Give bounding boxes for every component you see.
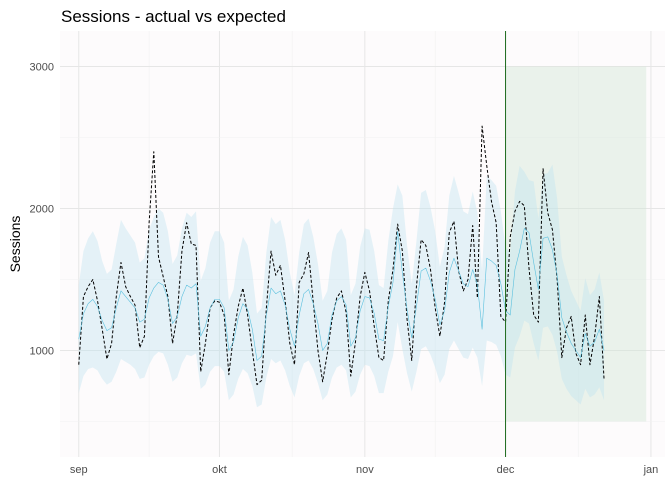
highlight-rect bbox=[505, 66, 647, 422]
series-lines bbox=[78, 125, 605, 386]
x-tick-label: okt bbox=[212, 464, 227, 476]
y-axis-ticks: 1000 2000 3000 bbox=[30, 62, 54, 358]
highlight-region bbox=[505, 66, 647, 422]
expected-sessions-line bbox=[78, 228, 605, 361]
x-tick-label: nov bbox=[356, 464, 374, 476]
actual-sessions-line bbox=[78, 125, 605, 386]
y-tick-label: 2000 bbox=[30, 204, 54, 216]
x-tick-label: sep bbox=[70, 464, 88, 476]
y-axis-title: Sessions bbox=[7, 216, 23, 273]
x-tick-label: dec bbox=[497, 464, 515, 476]
x-axis-ticks: sep okt nov dec jan bbox=[70, 464, 658, 476]
y-tick-label: 1000 bbox=[30, 346, 54, 358]
gridlines bbox=[60, 31, 665, 457]
chart-title: Sessions - actual vs expected bbox=[61, 7, 286, 26]
x-tick-label: jan bbox=[643, 464, 659, 476]
y-tick-label: 3000 bbox=[30, 62, 54, 74]
plot-background bbox=[60, 31, 665, 457]
